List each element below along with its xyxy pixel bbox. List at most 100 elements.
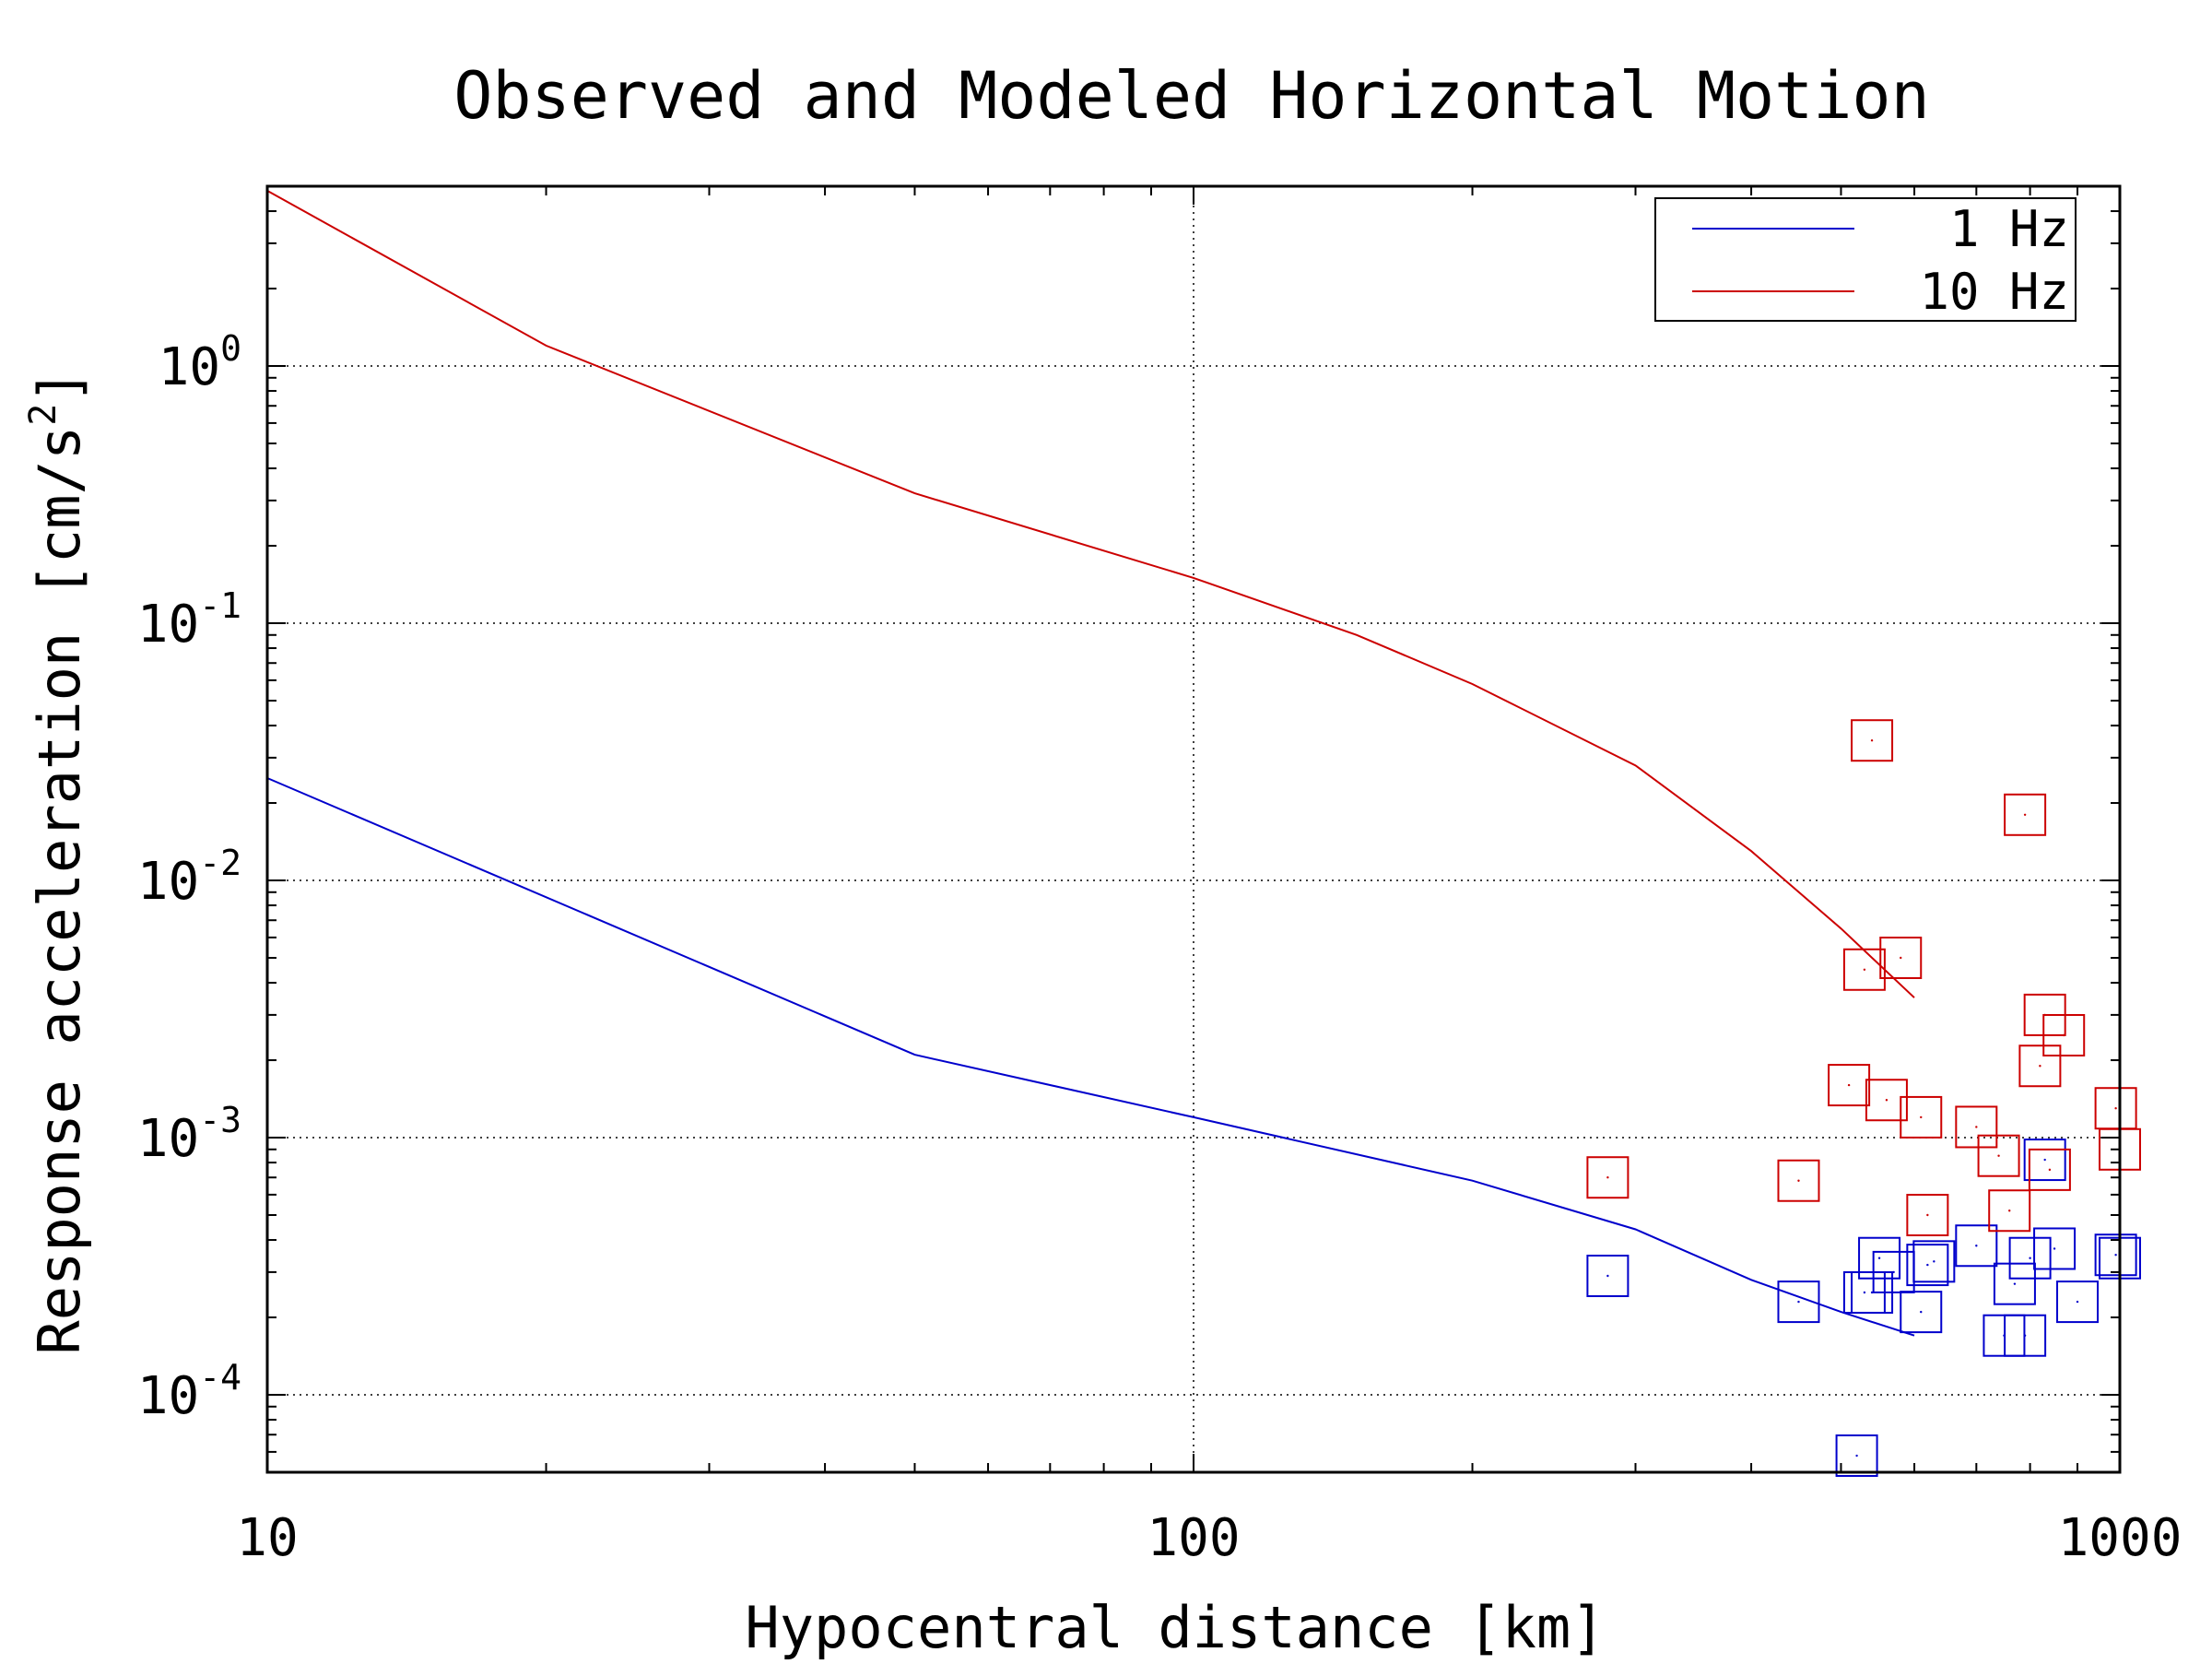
observed-point — [2008, 1236, 2052, 1280]
x-tick-label: 100 — [1147, 1508, 1240, 1568]
observed-point-center — [2114, 1107, 2117, 1110]
observed-point — [1851, 719, 1894, 762]
legend-label: 10 Hz — [1919, 263, 2069, 321]
y-tick-label-base: 10 — [137, 852, 199, 912]
observed-point-center — [2008, 1210, 2011, 1212]
observed-point-center — [2043, 1158, 2046, 1162]
legend-box — [1654, 197, 2077, 322]
y-tick-label-exponent: -4 — [199, 1357, 241, 1398]
observed-point-center — [1847, 1083, 1851, 1087]
y-tick-label-base: 10 — [137, 1109, 199, 1169]
observed-point — [1977, 1134, 2020, 1177]
x-tick-label: 1000 — [2058, 1508, 2183, 1568]
observed-point-center — [1877, 1257, 1881, 1259]
y-tick-label-base: 10 — [137, 1366, 199, 1426]
series-line-10hz — [266, 190, 1915, 998]
observed-point — [1988, 1189, 2031, 1233]
observed-point — [1879, 937, 1923, 979]
observed-point-center — [1797, 1300, 1800, 1304]
x-tick-label: 10 — [236, 1508, 298, 1568]
observed-point-center — [1863, 1291, 1866, 1294]
observed-point — [1912, 1240, 1956, 1283]
observed-point-center — [1900, 956, 1902, 960]
observed-point-center — [1933, 1260, 1936, 1263]
observed-point — [1842, 948, 1886, 991]
observed-point-center — [1975, 1126, 1978, 1128]
y-axis-label-close: ] — [26, 369, 93, 403]
observed-point-center — [2048, 1168, 2052, 1172]
y-tick-label: 10-3 — [137, 1100, 241, 1169]
observed-point-center — [1920, 1310, 1923, 1314]
observed-point — [2056, 1280, 2100, 1324]
y-axis-label-base: Response acceleration [cm/s — [26, 426, 93, 1355]
observed-point — [1586, 1156, 1630, 1199]
observed-point — [2023, 1139, 2066, 1182]
y-tick-label: 100 — [159, 328, 241, 397]
y-axis-label: Response acceleration [cm/s2] — [22, 369, 93, 1354]
observed-point-center — [2053, 1247, 2056, 1250]
y-tick-label: 10-2 — [137, 843, 241, 912]
observed-point — [1955, 1105, 1998, 1149]
observed-point — [2033, 1227, 2077, 1270]
y-tick-label-exponent: 0 — [220, 328, 241, 369]
observed-point-center — [1855, 1454, 1858, 1457]
observed-point — [1835, 1434, 1878, 1478]
y-tick-label-base: 10 — [159, 337, 220, 397]
plot-frame — [265, 184, 2122, 1474]
observed-point-center — [1926, 1213, 1929, 1217]
observed-point — [1906, 1194, 1949, 1236]
y-tick-label-exponent: -1 — [199, 585, 241, 626]
observed-point — [1865, 1079, 1908, 1122]
observed-point — [1906, 1244, 1949, 1287]
observed-point-center — [1863, 968, 1866, 971]
y-axis-label-exponent: 2 — [22, 404, 65, 426]
grid-layer — [267, 186, 2120, 1472]
observed-point — [1993, 1262, 2036, 1305]
observed-point — [1858, 1236, 1901, 1280]
observed-point — [1900, 1095, 1943, 1139]
observed-point-center — [2114, 1254, 2117, 1257]
marker-layer — [1586, 719, 2141, 1478]
y-tick-label-base: 10 — [137, 595, 199, 655]
observed-point-center — [1797, 1179, 1800, 1182]
x-axis-label: Hypocentral distance [km] — [745, 1594, 1605, 1659]
legend-label: 1 Hz — [1949, 200, 2069, 258]
observed-point — [2004, 1314, 2047, 1357]
observed-point-center — [2076, 1300, 2079, 1304]
y-tick-label-exponent: -2 — [199, 843, 241, 883]
observed-point — [1900, 1291, 1943, 1334]
line-layer — [266, 190, 1915, 1337]
observed-point-center — [1892, 1270, 1895, 1274]
observed-point — [1586, 1255, 1630, 1298]
observed-point-center — [2013, 1282, 2017, 1285]
y-tick-label: 10-4 — [137, 1357, 241, 1426]
y-tick-label: 10-1 — [137, 585, 241, 655]
observed-point-center — [1606, 1176, 1609, 1179]
observed-point-center — [2023, 1334, 2027, 1337]
observed-point-center — [1975, 1245, 1978, 1247]
observed-point-center — [1997, 1154, 2000, 1157]
observed-point — [2028, 1148, 2071, 1191]
observed-point-center — [2063, 1033, 2065, 1037]
observed-point — [1955, 1224, 1998, 1268]
observed-point-center — [2029, 1257, 2031, 1259]
chart-title: Observed and Modeled Horizontal Motion — [453, 58, 1929, 134]
observed-point — [1777, 1159, 1820, 1202]
observed-point-center — [1606, 1274, 1609, 1278]
observed-point-center — [1920, 1115, 1923, 1119]
observed-point — [2018, 1044, 2062, 1088]
observed-point — [2004, 793, 2047, 836]
observed-point — [2042, 1013, 2086, 1056]
observed-point-center — [2039, 1065, 2041, 1068]
observed-point-center — [2023, 813, 2027, 816]
observed-point-center — [1870, 739, 1874, 742]
observed-point — [2094, 1233, 2137, 1277]
observed-point — [1777, 1280, 1820, 1324]
observed-point-center — [1926, 1263, 1929, 1267]
observed-point-center — [1885, 1099, 1888, 1102]
y-tick-label-exponent: -3 — [199, 1100, 241, 1140]
